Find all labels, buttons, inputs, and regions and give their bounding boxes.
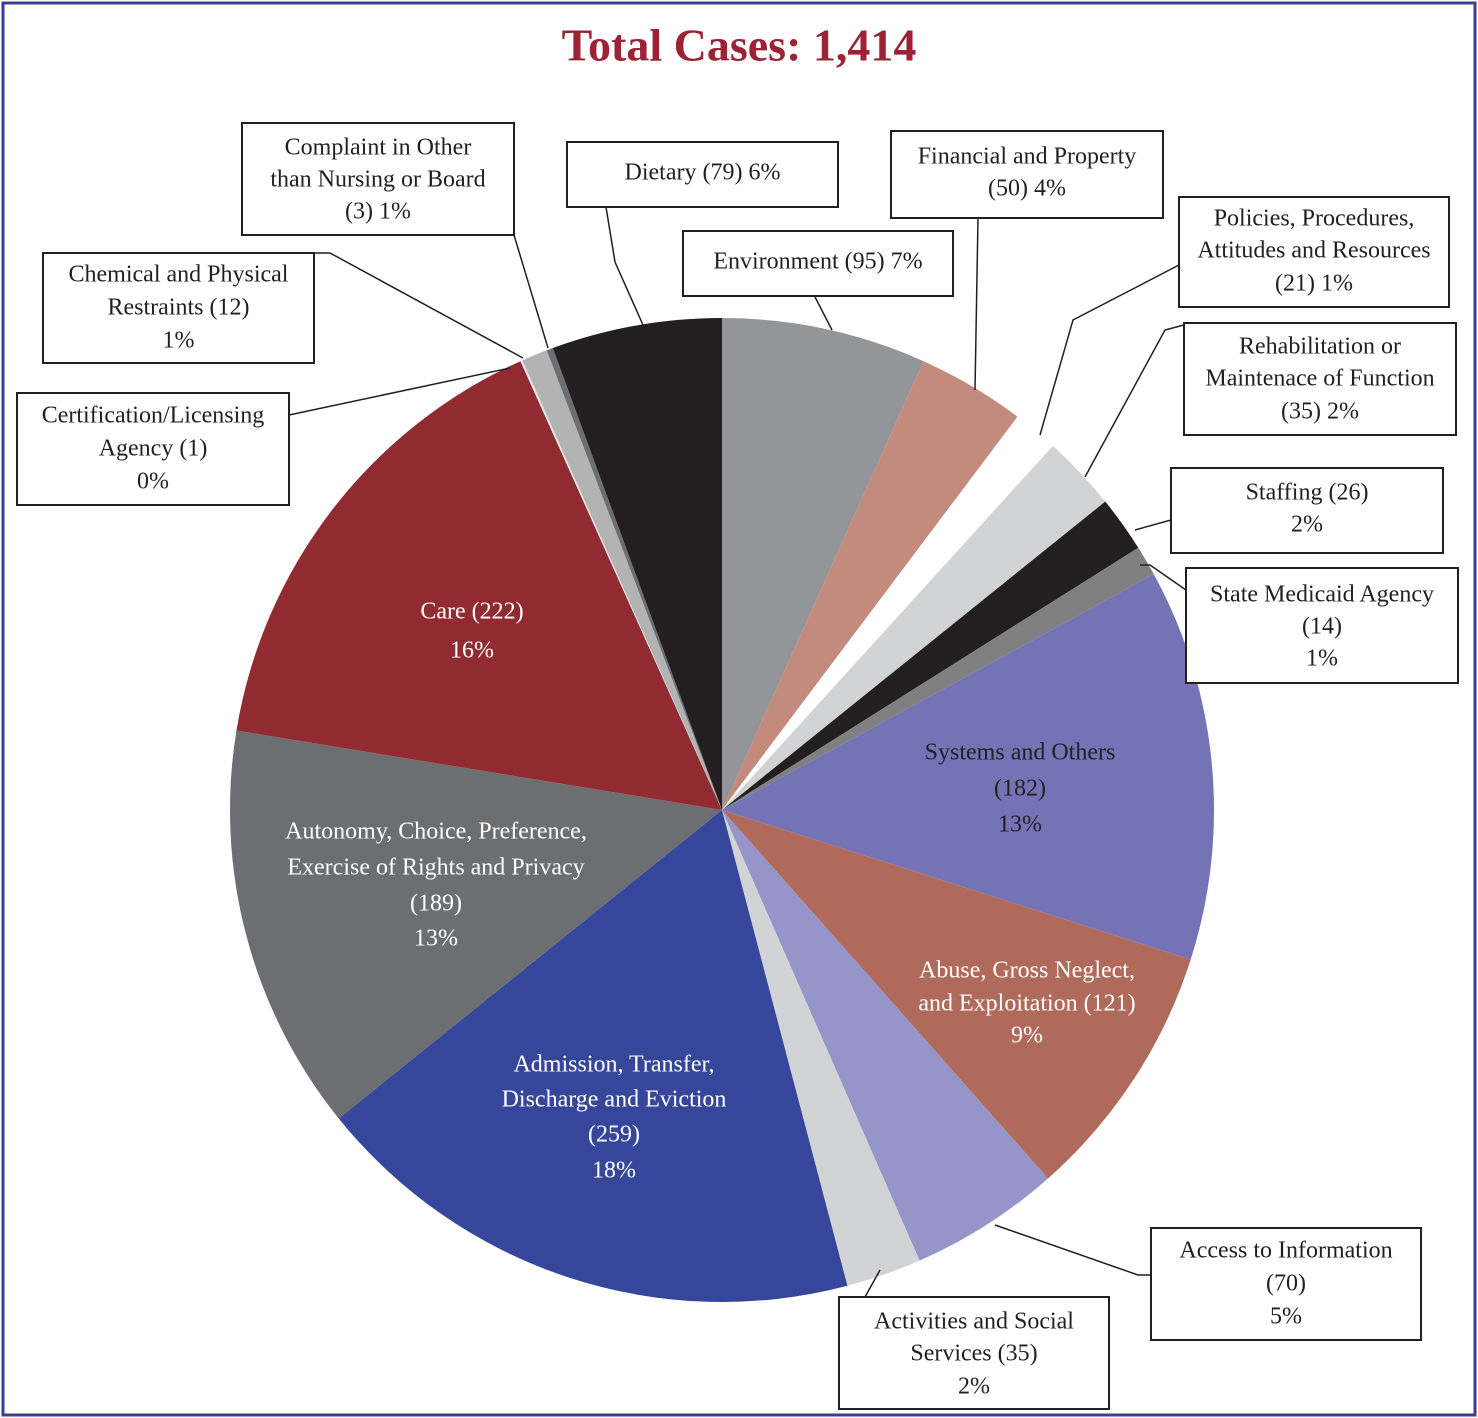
leader-line (513, 234, 549, 349)
leader-line (605, 206, 644, 326)
slice-label: (14) (1302, 614, 1342, 640)
slice-label: and Exploitation (121) (918, 991, 1135, 1017)
chart-title: Total Cases: 1,414 (562, 20, 917, 71)
pie-slice (722, 318, 924, 810)
pie-slice (522, 350, 722, 810)
pie-slice (722, 810, 1191, 1179)
slice-label: State Medicaid Agency (1210, 582, 1434, 608)
slice-label: Chemical and Physical (69, 262, 289, 288)
pie-slice (546, 348, 722, 810)
pie-slice (552, 318, 722, 810)
slice-label: (21) 1% (1275, 271, 1353, 297)
slice-label: 9% (1011, 1023, 1043, 1049)
slice-label: (259) (588, 1122, 640, 1148)
leader-line (864, 1269, 881, 1298)
pie-slice (722, 547, 1154, 810)
slice-label: 2% (1291, 512, 1323, 538)
label-box (42, 252, 315, 364)
label-box (1170, 467, 1444, 554)
pie-slice (722, 574, 1214, 960)
slice-label: Discharge and Eviction (502, 1087, 727, 1113)
leader-line (994, 1224, 1151, 1276)
slice-label: Autonomy, Choice, Preference, (285, 819, 587, 845)
slice-label: Exercise of Rights and Privacy (287, 855, 584, 881)
slice-label: (3) 1% (345, 199, 411, 225)
label-box (1150, 1227, 1422, 1341)
slice-label: Rehabilitation or (1239, 334, 1401, 360)
label-box (1178, 196, 1450, 308)
slice-label: Restraints (12) (108, 295, 250, 321)
slice-label: 18% (592, 1158, 636, 1184)
pie-slice (722, 445, 1106, 810)
slice-label: Attitudes and Resources (1197, 238, 1430, 264)
label-box (838, 1296, 1110, 1410)
pie-slice (722, 501, 1139, 810)
label-box (890, 130, 1164, 219)
pie-slice (722, 810, 1049, 1261)
pie-slice (520, 360, 722, 810)
leader-line (1084, 324, 1185, 478)
leader-line (1134, 519, 1172, 531)
slice-label: (50) 4% (988, 176, 1066, 202)
slice-label: Complaint in Other (285, 135, 472, 161)
leader-line (814, 296, 833, 331)
pie-slice (722, 810, 920, 1286)
label-box (566, 141, 839, 208)
slice-label: 1% (163, 328, 195, 354)
leader-line (288, 367, 511, 416)
leader-line (314, 252, 524, 359)
slice-label: (35) 2% (1281, 399, 1359, 425)
pie-slice (236, 361, 723, 810)
slice-label: Access to Information (1179, 1238, 1392, 1264)
pie-slice (722, 416, 1053, 810)
slice-label: 2% (958, 1374, 990, 1400)
slice-label: Systems and Others (925, 740, 1116, 766)
slice-label: Activities and Social (874, 1309, 1074, 1335)
slice-label: Financial and Property (918, 144, 1137, 170)
slice-label: 0% (137, 469, 169, 495)
slice-label: 5% (1270, 1304, 1302, 1330)
slice-label: than Nursing or Board (270, 167, 485, 193)
slice-label: Care (222) (420, 599, 523, 625)
slice-label: 1% (1306, 646, 1338, 672)
slice-label: Dietary (79) 6% (625, 160, 781, 186)
label-box (241, 122, 515, 236)
slice-label: 16% (450, 638, 494, 664)
label-box (1183, 322, 1457, 436)
slice-label: Abuse, Gross Neglect, (919, 958, 1135, 984)
pie-slice (230, 730, 722, 1119)
slice-label: 13% (998, 812, 1042, 838)
leader-line (1039, 264, 1180, 436)
slice-label: (70) (1266, 1271, 1306, 1297)
slice-label: 13% (414, 926, 458, 952)
slice-label: Policies, Procedures, (1214, 206, 1415, 232)
leader-line (974, 217, 979, 391)
label-box (1185, 567, 1459, 684)
slice-label: Maintenace of Function (1205, 366, 1434, 392)
pie-slice (722, 361, 1018, 810)
slice-label: Environment (95) 7% (713, 249, 922, 275)
slice-label: Admission, Transfer, (513, 1052, 714, 1078)
label-box (16, 392, 290, 506)
slice-label: Services (35) (910, 1341, 1037, 1367)
slice-label: Certification/Licensing (42, 403, 265, 429)
leader-line (1140, 564, 1187, 591)
slice-label: (182) (994, 776, 1046, 802)
slice-label: Agency (1) (99, 436, 208, 462)
label-box (682, 230, 954, 297)
slice-label: (189) (410, 891, 462, 917)
pie-slice (338, 810, 848, 1303)
slice-label: Staffing (26) (1246, 480, 1369, 506)
